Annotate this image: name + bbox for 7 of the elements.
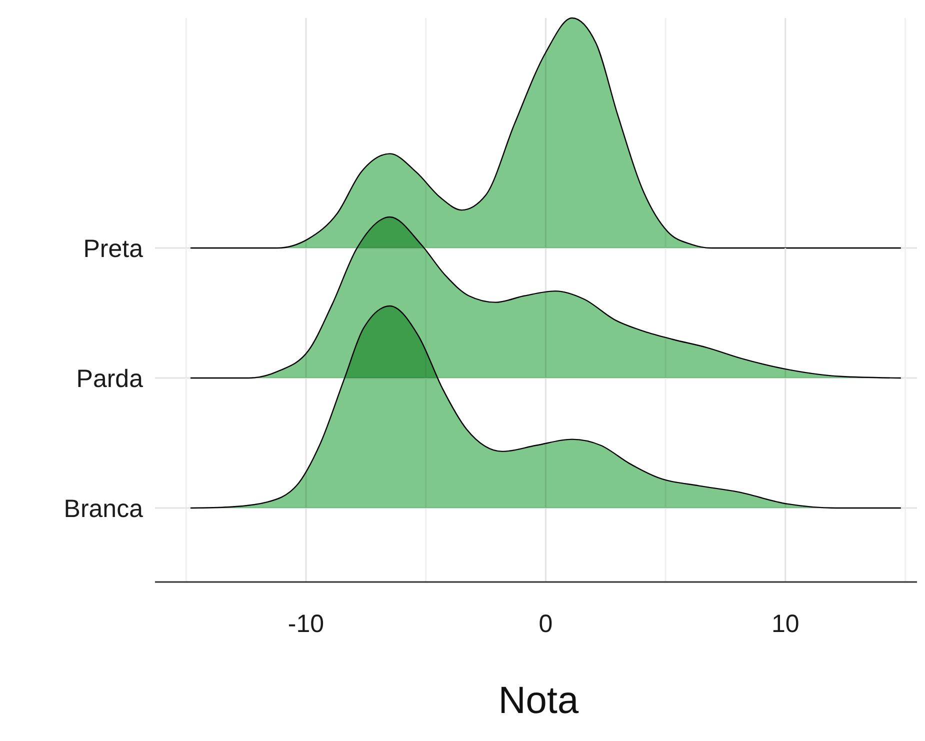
x-tick-label: 0 xyxy=(538,610,553,638)
x-axis-title: Nota xyxy=(498,680,580,722)
series-label: Parda xyxy=(76,364,144,393)
x-tick-label: -10 xyxy=(288,610,324,638)
x-tick-label: 10 xyxy=(771,610,800,638)
series-label: Preta xyxy=(83,234,144,263)
series-label: Branca xyxy=(64,494,144,523)
